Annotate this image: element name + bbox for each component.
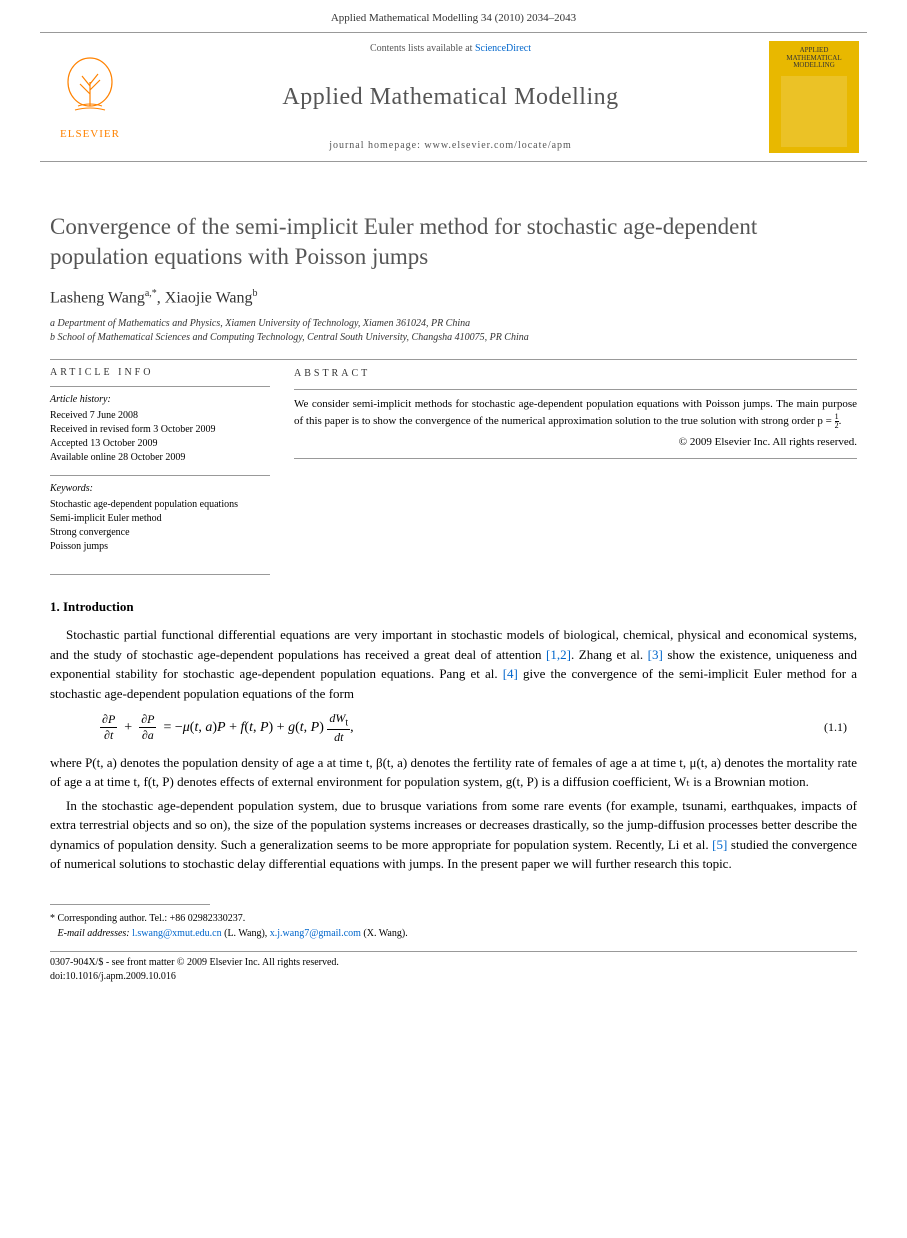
revised-date: Received in revised form 3 October 2009 <box>50 423 270 437</box>
citation-text: Applied Mathematical Modelling 34 (2010)… <box>331 12 576 24</box>
doi-line[interactable]: doi:10.1016/j.apm.2009.10.016 <box>50 970 857 984</box>
divider <box>50 475 270 476</box>
affiliation-a: a Department of Mathematics and Physics,… <box>50 317 857 331</box>
corresponding-tel: * Corresponding author. Tel.: +86 029823… <box>50 911 857 926</box>
article-body: Convergence of the semi-implicit Euler m… <box>0 162 907 1004</box>
intro-paragraph-2: where P(t, a) denotes the population den… <box>50 753 857 792</box>
history-label: Article history: <box>50 393 270 407</box>
keywords-label: Keywords: <box>50 482 270 496</box>
banner-center: Contents lists available at ScienceDirec… <box>140 33 761 161</box>
equation-number: (1.1) <box>824 720 847 735</box>
divider <box>50 386 270 387</box>
affiliations: a Department of Mathematics and Physics,… <box>50 317 857 345</box>
author-1[interactable]: Lasheng Wang <box>50 289 145 306</box>
article-info-heading: ARTICLE INFO <box>50 366 270 380</box>
elsevier-label: ELSEVIER <box>60 128 120 140</box>
keyword-1: Stochastic age-dependent population equa… <box>50 498 270 512</box>
issn-line: 0307-904X/$ - see front matter © 2009 El… <box>50 956 857 970</box>
author-list: Lasheng Wanga,*, Xiaojie Wangb <box>50 288 857 307</box>
abstract-copyright: © 2009 Elsevier Inc. All rights reserved… <box>294 434 857 451</box>
abstract-column: ABSTRACT We consider semi-implicit metho… <box>294 366 857 554</box>
info-abstract-row: ARTICLE INFO Article history: Received 7… <box>50 366 857 554</box>
accepted-date: Accepted 13 October 2009 <box>50 437 270 451</box>
equation-content: ∂P∂t + ∂P∂a = −μ(t, a)P + f(t, P) + g(t,… <box>100 711 824 744</box>
homepage-url[interactable]: www.elsevier.com/locate/apm <box>424 140 571 151</box>
journal-banner: ELSEVIER Contents lists available at Sci… <box>40 32 867 162</box>
received-date: Received 7 June 2008 <box>50 409 270 423</box>
author-1-affil: a,* <box>145 288 157 299</box>
author-2-affil: b <box>253 288 258 299</box>
online-date: Available online 28 October 2009 <box>50 451 270 465</box>
journal-name: Applied Mathematical Modelling <box>282 84 618 111</box>
intro-paragraph-3: In the stochastic age-dependent populati… <box>50 796 857 874</box>
bottom-divider <box>50 951 857 952</box>
abstract-heading: ABSTRACT <box>294 366 857 381</box>
corresponding-author: * Corresponding author. Tel.: +86 029823… <box>50 911 857 941</box>
article-title: Convergence of the semi-implicit Euler m… <box>50 212 857 272</box>
contents-available: Contents lists available at ScienceDirec… <box>370 43 531 54</box>
divider <box>50 359 857 360</box>
keyword-4: Poisson jumps <box>50 540 270 554</box>
divider <box>50 574 270 575</box>
cover-art <box>781 76 847 147</box>
equation-1-1: ∂P∂t + ∂P∂a = −μ(t, a)P + f(t, P) + g(t,… <box>100 711 857 744</box>
email-1[interactable]: l.swang@xmut.edu.cn <box>132 928 221 939</box>
journal-homepage: journal homepage: www.elsevier.com/locat… <box>329 140 572 151</box>
divider <box>294 458 857 459</box>
intro-paragraph-1: Stochastic partial functional differenti… <box>50 625 857 703</box>
elsevier-tree-icon <box>60 54 120 124</box>
copyright-footer: 0307-904X/$ - see front matter © 2009 El… <box>50 956 857 984</box>
ref-link-3[interactable]: [3] <box>648 647 663 662</box>
footnote-divider <box>50 904 210 905</box>
cover-title: APPLIED MATHEMATICAL MODELLING <box>773 47 855 70</box>
divider <box>294 389 857 390</box>
author-2[interactable]: Xiaojie Wang <box>165 289 253 306</box>
article-info-column: ARTICLE INFO Article history: Received 7… <box>50 366 270 554</box>
ref-link-1-2[interactable]: [1,2] <box>546 647 571 662</box>
abstract-text: We consider semi-implicit methods for st… <box>294 396 857 430</box>
keyword-3: Strong convergence <box>50 526 270 540</box>
sciencedirect-link[interactable]: ScienceDirect <box>475 43 531 54</box>
ref-link-4[interactable]: [4] <box>503 666 518 681</box>
journal-cover-thumbnail[interactable]: APPLIED MATHEMATICAL MODELLING <box>769 41 859 153</box>
keyword-2: Semi-implicit Euler method <box>50 512 270 526</box>
section-1-heading: 1. Introduction <box>50 599 857 615</box>
ref-link-5[interactable]: [5] <box>712 837 727 852</box>
running-header: Applied Mathematical Modelling 34 (2010)… <box>0 0 907 32</box>
email-line: E-mail addresses: l.swang@xmut.edu.cn (L… <box>50 926 857 941</box>
email-2[interactable]: x.j.wang7@gmail.com <box>270 928 361 939</box>
elsevier-logo[interactable]: ELSEVIER <box>40 33 140 161</box>
affiliation-b: b School of Mathematical Sciences and Co… <box>50 331 857 345</box>
